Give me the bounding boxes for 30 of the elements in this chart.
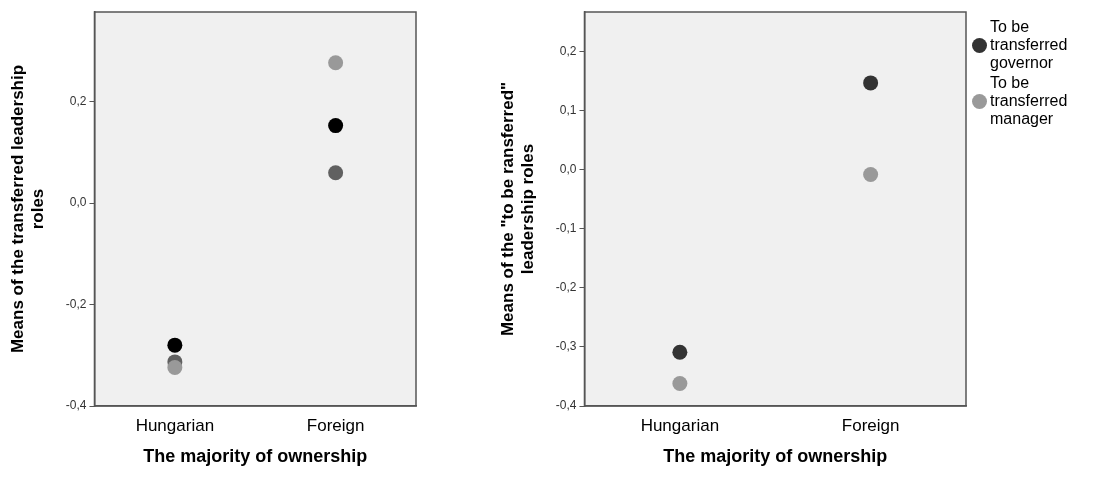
legend-label: To be transferred governor xyxy=(990,18,1069,72)
y-tick-label: -0,2 xyxy=(555,280,577,295)
y-tick-label: 0,0 xyxy=(69,195,87,210)
point xyxy=(328,118,344,134)
point xyxy=(167,337,183,353)
y-tick-label: -0,4 xyxy=(555,398,577,413)
legend-label: To be transferred manager xyxy=(990,74,1069,128)
y-axis-title: Means of the "to be ransferred" leadership roles xyxy=(497,81,538,337)
point xyxy=(672,376,688,392)
y-tick-label: 0,0 xyxy=(559,162,577,177)
x-tick-label: Hungarian xyxy=(135,415,215,435)
x-axis-title: The majority of ownership xyxy=(143,446,368,467)
point xyxy=(328,165,344,181)
y-tick-label: -0,4 xyxy=(65,398,87,413)
y-tick-label: 0,2 xyxy=(69,94,87,109)
y-axis-title: Means of the transferred leadership roles xyxy=(7,64,48,354)
y-tick-label: -0,1 xyxy=(555,221,577,236)
x-tick-label: Foreign xyxy=(306,415,365,435)
point xyxy=(328,55,344,71)
y-tick-label: -0,2 xyxy=(65,296,87,311)
y-tick-label: 0,2 xyxy=(559,43,577,58)
point xyxy=(167,359,183,375)
x-tick-label: Hungarian xyxy=(640,415,720,435)
x-tick-label: Foreign xyxy=(841,415,900,435)
point xyxy=(863,75,879,91)
point xyxy=(672,344,688,360)
y-tick-label: -0,3 xyxy=(555,339,577,354)
point xyxy=(863,166,879,182)
x-axis-title: The majority of ownership xyxy=(663,446,888,467)
y-tick-label: 0,1 xyxy=(559,102,577,117)
